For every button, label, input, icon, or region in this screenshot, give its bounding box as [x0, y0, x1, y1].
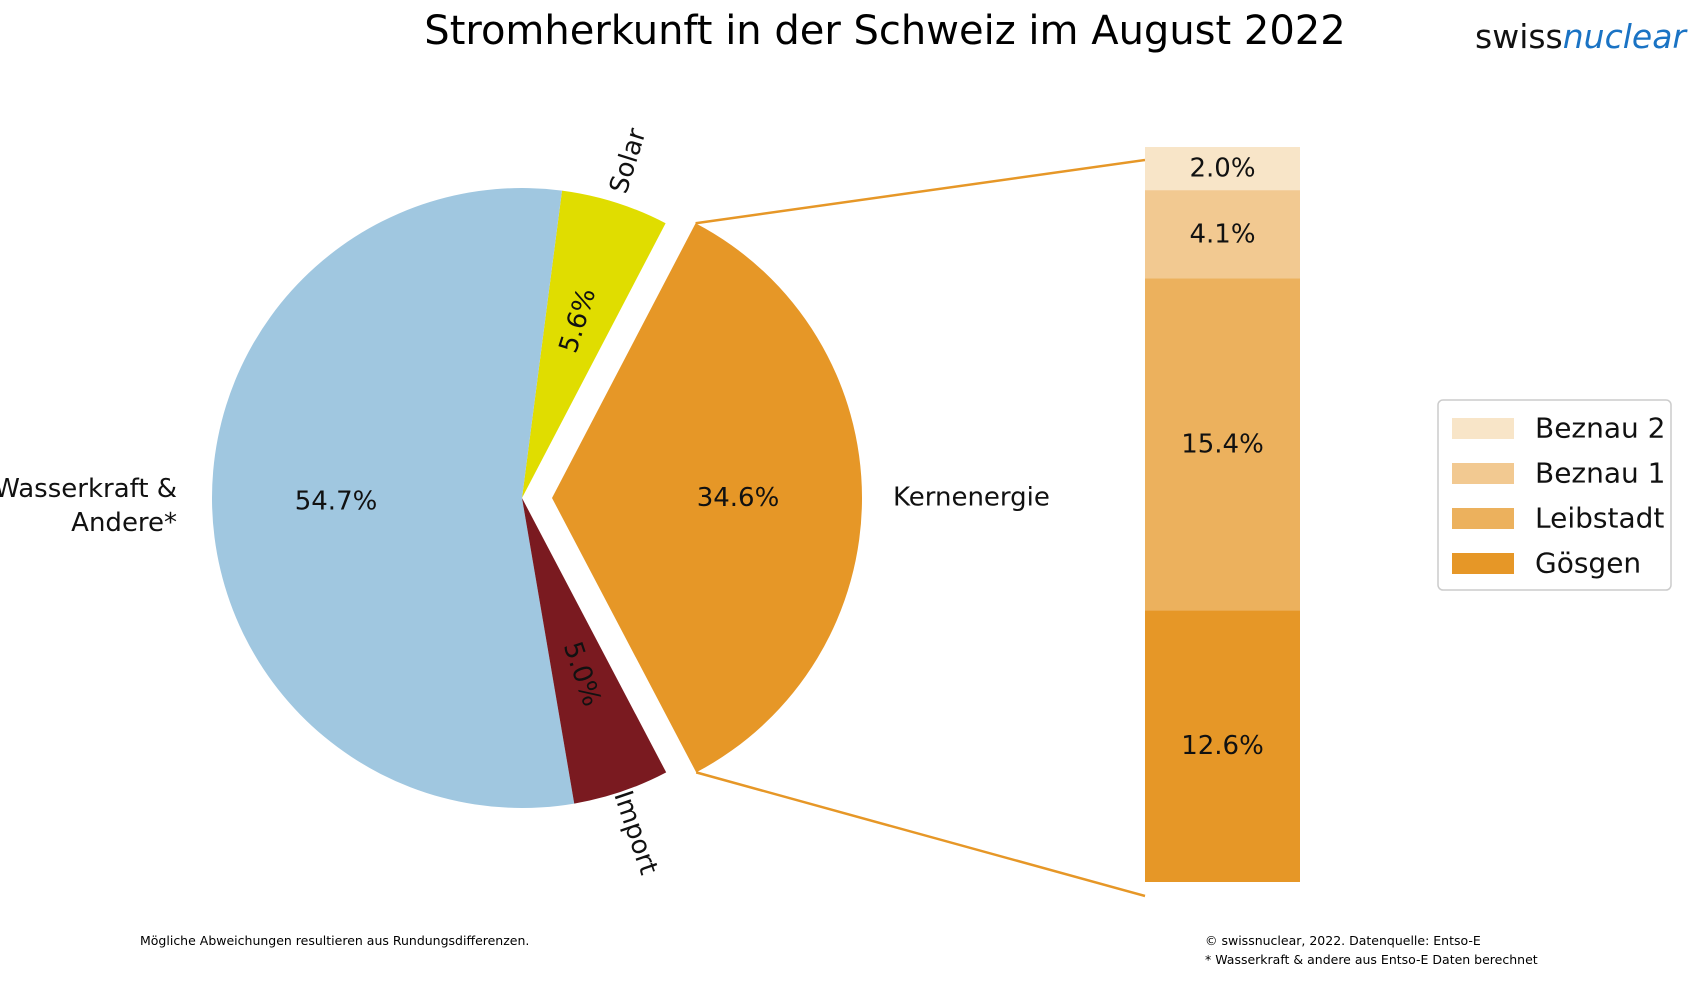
legend-swatch-beznau-2 [1452, 418, 1514, 439]
legend-box [1437, 399, 1672, 591]
pie-category-label-import: Import [607, 787, 663, 878]
bar-value-label-leibstadt: 15.4% [1181, 429, 1264, 459]
pie-category-label-solar: Solar [604, 125, 653, 198]
legend-label-gösgen: Gösgen [1535, 547, 1641, 580]
connector-line-top [695, 158, 1146, 225]
legend-label-beznau-2: Beznau 2 [1535, 412, 1666, 445]
pie-slice-solar [522, 190, 666, 498]
stacked-bar: 12.6% 15.4% 4.1% 2.0% [1145, 147, 1300, 882]
footnote-source: © swissnuclear, 2022. Datenquelle: Entso… [1205, 933, 1481, 948]
bar-value-label-gösgen: 12.6% [1181, 731, 1264, 761]
pie-slice-kernenergie [552, 223, 862, 773]
legend-swatch-gösgen [1452, 553, 1514, 574]
pie-slice-import [522, 498, 667, 804]
connector-lines [695, 158, 1146, 898]
pie-chart: 34.6% Kernenergie5.6%Solar54.7%Wasserkraf… [0, 125, 1050, 879]
pie-slice-wasserkraft-andere [211, 188, 575, 808]
bar-segment-gösgen [1145, 610, 1300, 882]
footnote-rounding: Mögliche Abweichungen resultieren aus Ru… [140, 933, 529, 948]
bar-segment-beznau-1 [1145, 190, 1300, 279]
bar-segment-leibstadt [1145, 278, 1300, 611]
pie-value-label-wasserkraft-andere: 54.7% [295, 487, 378, 517]
legend-label-beznau-1: Beznau 1 [1535, 457, 1666, 490]
connector-line-bottom [695, 771, 1146, 898]
pie-category-label-wasserkraft-andere: Wasserkraft & Andere* [0, 474, 177, 538]
legend-label-leibstadt: Leibstadt [1535, 502, 1664, 535]
pie-value-label-kernenergie: 34.6% [697, 483, 780, 513]
brand-logo-part1: swiss [1475, 17, 1563, 56]
legend: Beznau 2 Beznau 1 Leibstadt Gösgen [1437, 399, 1672, 591]
brand-logo-part2: nuclear [1563, 17, 1689, 56]
bar-value-label-beznau-2: 2.0% [1189, 154, 1255, 184]
brand-logo: swissnuclear [1475, 17, 1688, 56]
legend-swatch-beznau-1 [1452, 463, 1514, 484]
pie-category-label-kernenergie: Kernenergie [893, 483, 1050, 513]
legend-swatch-leibstadt [1452, 508, 1514, 529]
footnote-hydro: * Wasserkraft & andere aus Entso-E Daten… [1205, 952, 1538, 967]
bar-segment-beznau-2 [1145, 147, 1300, 191]
chart-title: Stromherkunft in der Schweiz im August 2… [424, 8, 1345, 54]
bar-value-label-beznau-1: 4.1% [1189, 219, 1255, 249]
